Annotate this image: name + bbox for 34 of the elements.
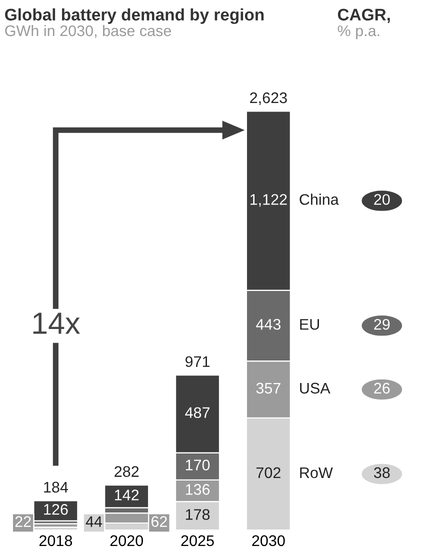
data-label: 487 (185, 407, 210, 418)
data-label: 22 (15, 516, 31, 527)
legend-label: China (300, 194, 339, 205)
data-label: 126 (44, 504, 68, 515)
data-label: 170 (186, 460, 210, 470)
data-label: 62 (151, 516, 167, 528)
text: % p.a. (338, 25, 380, 40)
data-label: 178 (186, 509, 210, 520)
annotation: 14x (33, 312, 80, 334)
data-label: 1,122 (250, 194, 287, 207)
data-label: 357 (256, 382, 280, 394)
total-label: 971 (185, 356, 210, 368)
x-tick-label: 2018 (39, 535, 72, 546)
series-label: EU (300, 319, 319, 330)
total-label: 282 (114, 466, 139, 477)
legend-label: USA (300, 382, 330, 394)
x-tick-label: 2025 (181, 535, 214, 546)
x-tick-label: 2020 (110, 535, 143, 546)
data-label: 443 (256, 318, 281, 330)
x-tick-label: 2030 (252, 535, 285, 546)
data-label: 44 (86, 516, 102, 527)
total-label: 2,623 (250, 92, 287, 106)
text: 38 (374, 467, 390, 478)
total-label: 184 (44, 482, 68, 493)
data-label: 142 (115, 490, 139, 500)
chart-subtitle: GWh in 2030, base case (5, 24, 172, 38)
chart-title: Global battery demand by region (5, 8, 264, 24)
data-label: 702 (256, 467, 280, 478)
text: 29 (374, 318, 390, 330)
legend-label: RoW (300, 467, 333, 478)
text: 20 (374, 194, 390, 205)
data-label: 136 (186, 484, 210, 495)
text: 26 (374, 382, 390, 394)
text: CAGR, (338, 8, 390, 23)
